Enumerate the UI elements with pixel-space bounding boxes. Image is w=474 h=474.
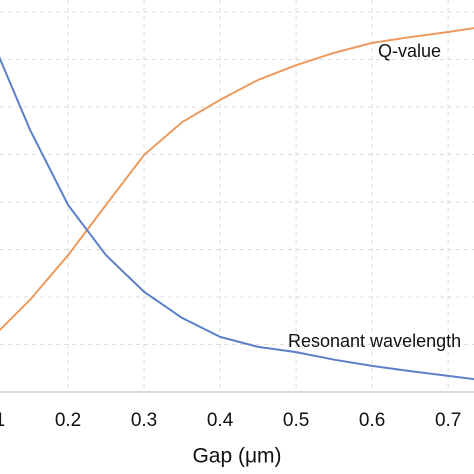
x-tick-label: 0.6 — [359, 410, 385, 431]
x-tick-label: 0.7 — [435, 410, 461, 431]
series-label: Q-value — [378, 41, 441, 61]
x-tick-label: 0.4 — [207, 410, 234, 431]
x-tick-label: 0.2 — [55, 410, 81, 431]
x-tick-label: 0.5 — [283, 410, 309, 431]
x-axis-label: Gap (μm) — [192, 445, 281, 468]
x-tick-label: 0.3 — [131, 410, 157, 431]
data-line — [0, 56, 474, 381]
series-label: Resonant wavelength — [288, 331, 461, 351]
x-tick-label: 0.1 — [0, 410, 5, 431]
data-line — [0, 27, 474, 332]
